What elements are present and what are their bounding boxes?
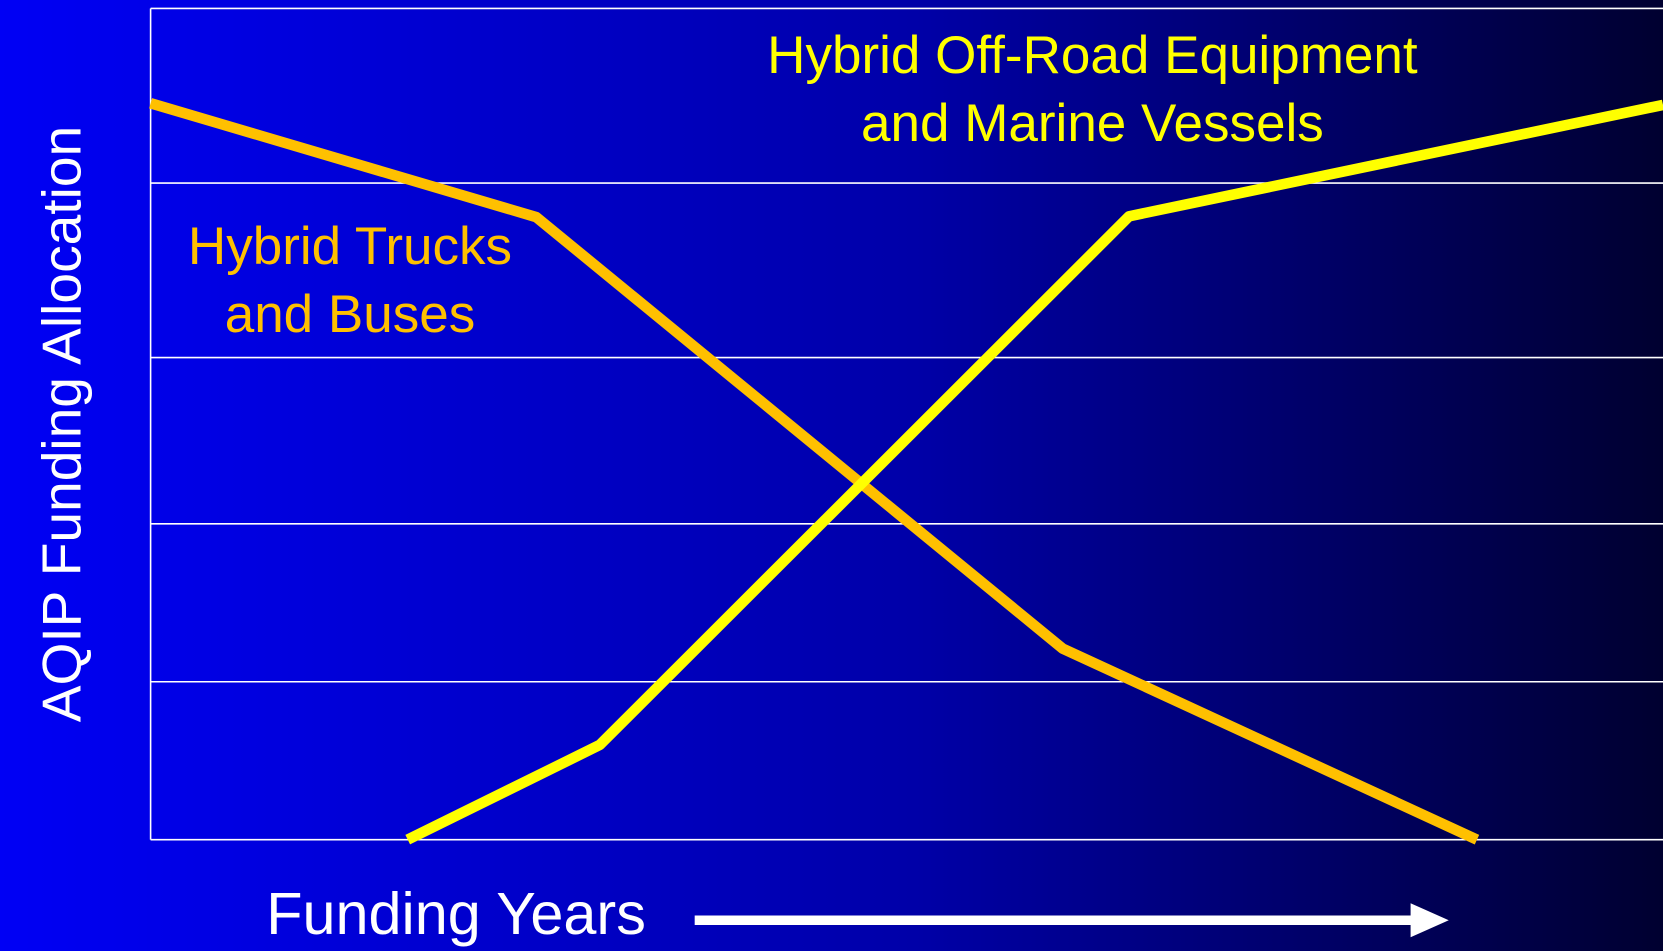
arrow-head: [1410, 903, 1449, 938]
y-axis-label: AQIP Funding Allocation: [30, 126, 92, 722]
lines: [149, 98, 1663, 845]
series-label: Hybrid Trucks and Buses: [187, 216, 513, 344]
x-axis-label: Funding Years: [266, 880, 646, 947]
series-label-box: Hybrid Off-Road Equipment and Marine Ves…: [767, 25, 1418, 153]
series-line: [149, 98, 1480, 845]
series-line: [405, 99, 1663, 845]
series-label: Hybrid Off-Road Equipment and Marine Ves…: [767, 25, 1418, 153]
series-label-box: Hybrid Trucks and Buses: [187, 216, 513, 344]
